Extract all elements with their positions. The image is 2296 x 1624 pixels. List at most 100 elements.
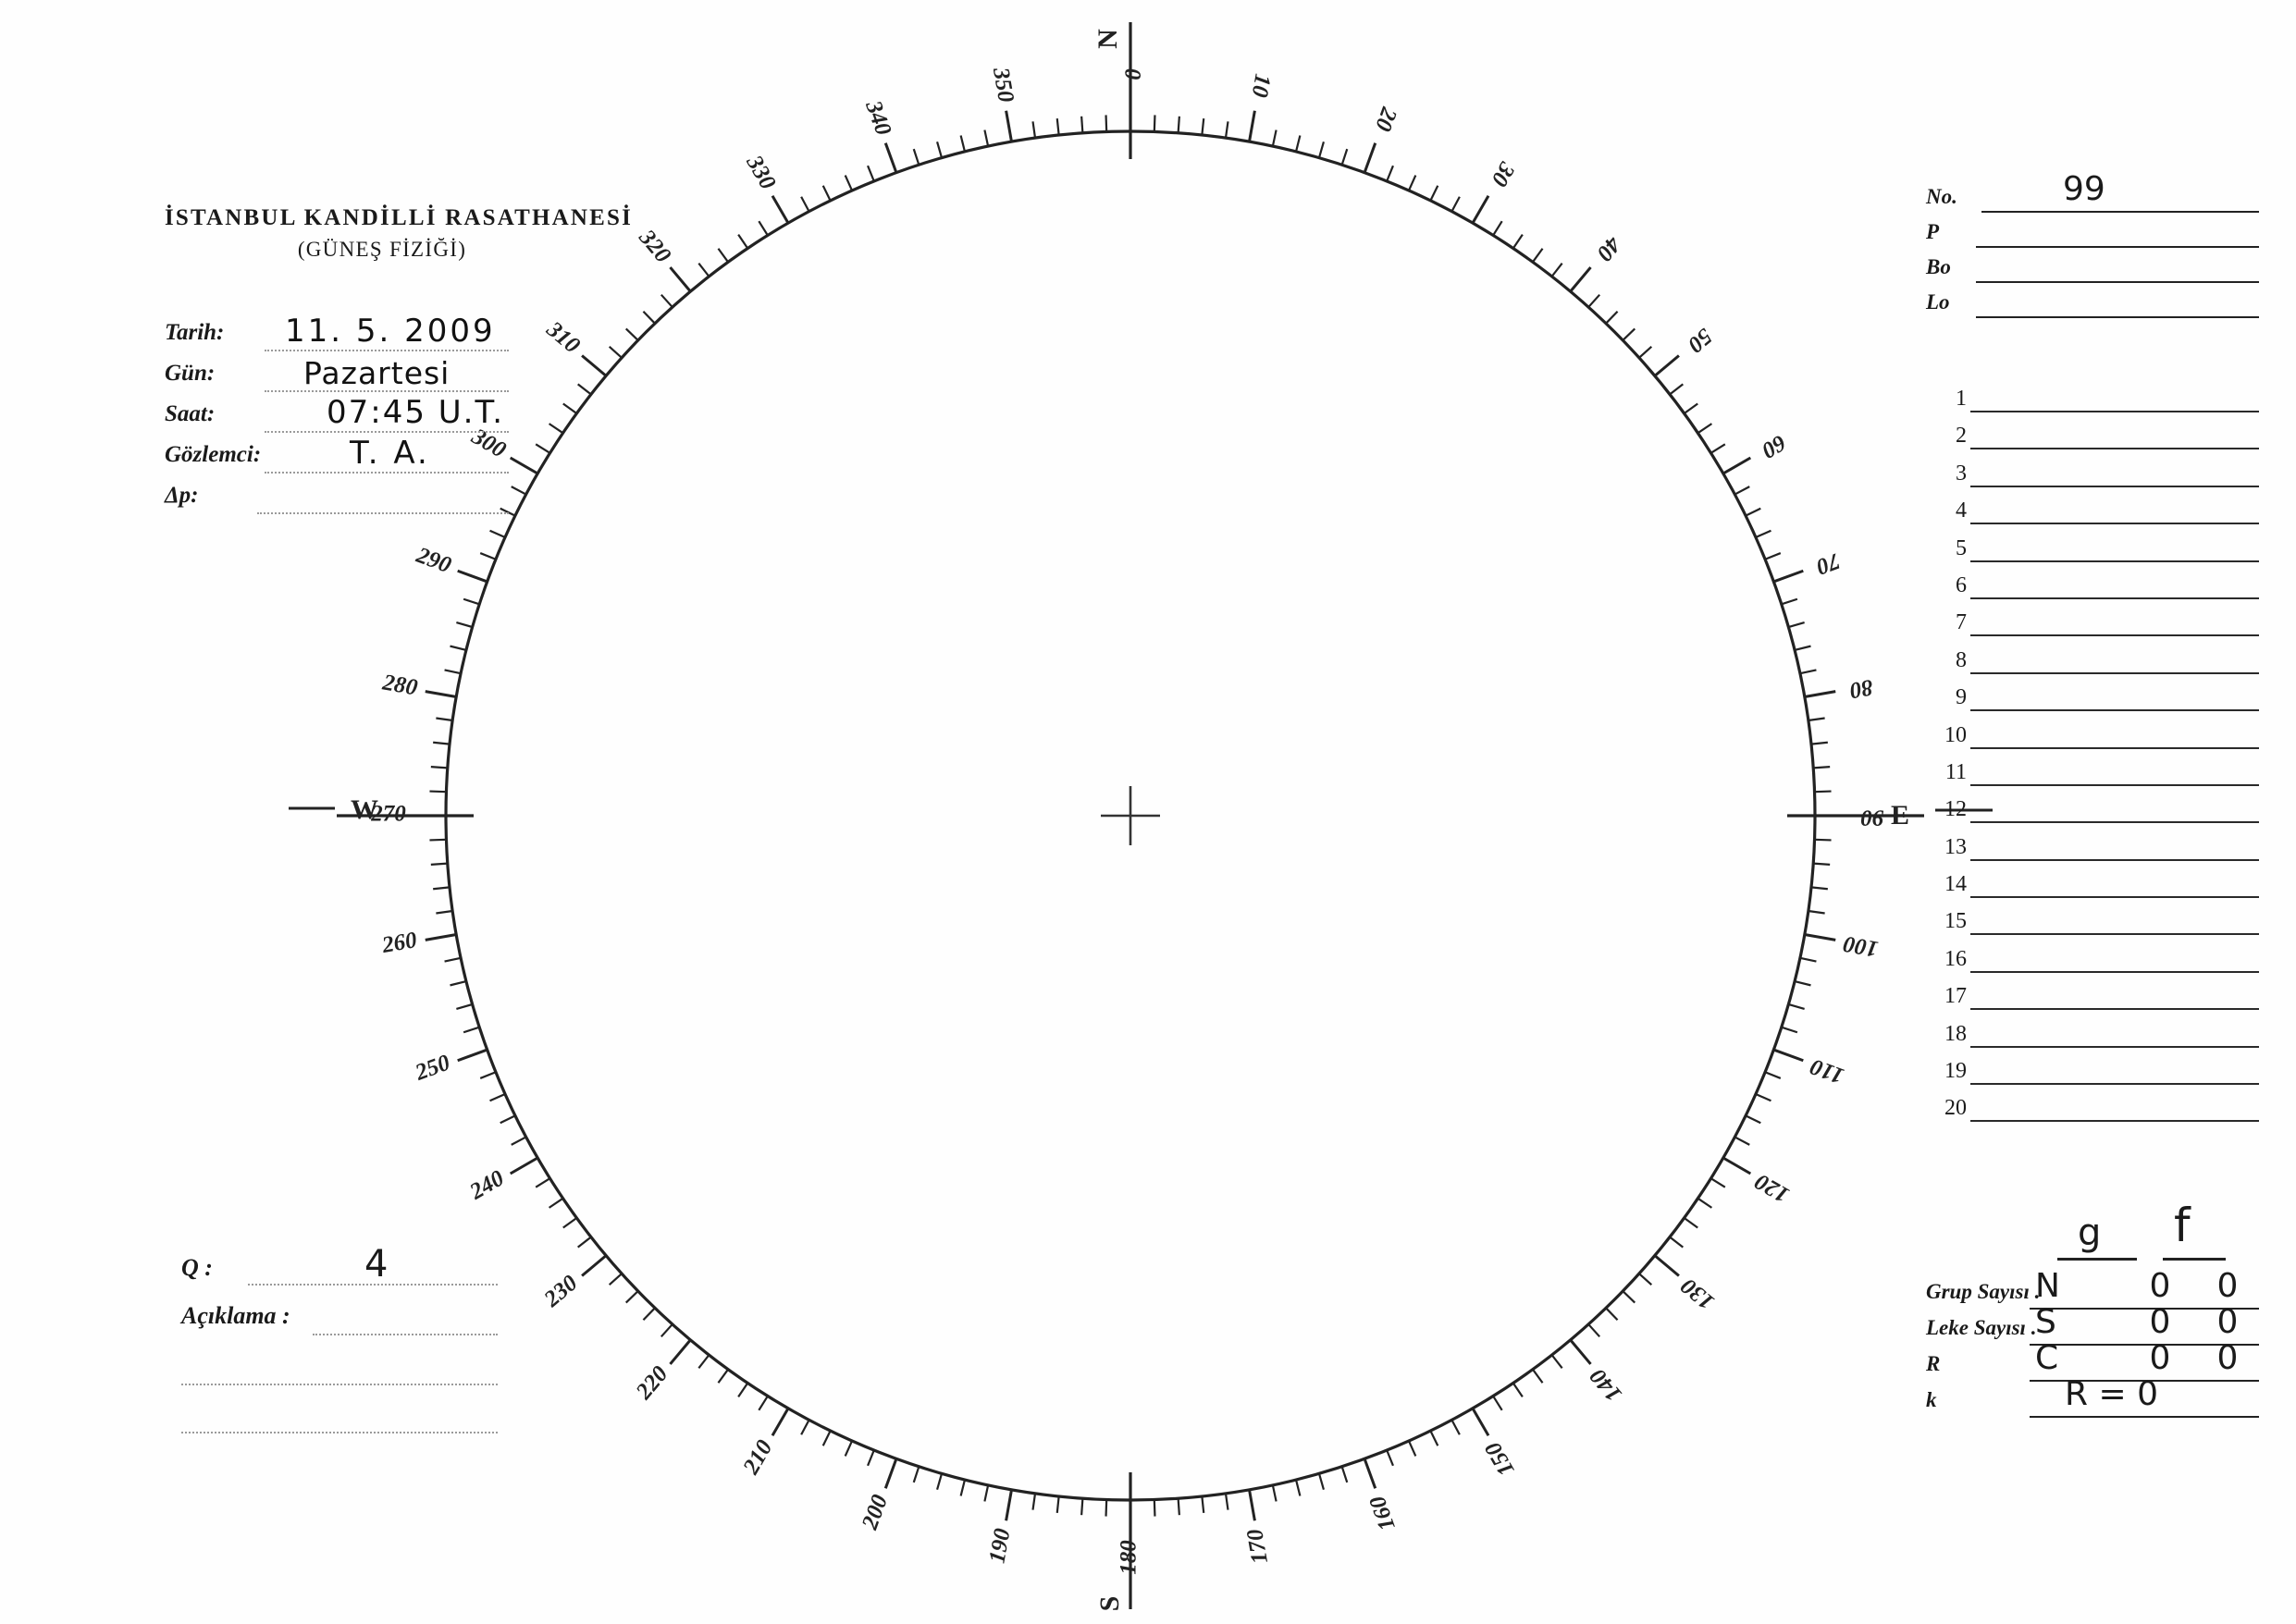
numbered-list-row[interactable]: 20	[1926, 1096, 2259, 1133]
count-row-r[interactable]: R C 0 0	[1926, 1339, 2259, 1386]
tick-minor	[758, 220, 769, 237]
field-row-saat[interactable]: Saat: 07:45 U.T.	[165, 394, 509, 437]
degree-label: 350	[988, 65, 1018, 105]
degree-label: 20	[1370, 104, 1401, 135]
numbered-list-row[interactable]: 15	[1926, 909, 2259, 946]
date-fields-group: Tarih: 11. 5. 2009 Gün: Pazartesi Saat: …	[165, 313, 509, 518]
rule-line	[1976, 246, 2259, 248]
cardinal-label-s: S	[1094, 1596, 1125, 1612]
count-row-grup-sayisi[interactable]: Grup Sayısı . N 0 0	[1926, 1267, 2259, 1314]
degree-label: 70	[1812, 547, 1843, 579]
numbered-list-row[interactable]: 1	[1926, 387, 2259, 424]
list-index-label: 5	[1956, 535, 1967, 560]
header-row-p[interactable]: P	[1926, 220, 2259, 255]
observatory-header: İSTANBUL KANDİLLİ RASATHANESİ (GÜNEŞ FİZ…	[165, 205, 631, 262]
numbered-list-row[interactable]: 8	[1926, 648, 2259, 685]
tick-minor	[1492, 1395, 1503, 1411]
dotted-rule	[181, 1384, 498, 1385]
tick-major	[771, 1408, 790, 1437]
value-gozlemci: T. A.	[350, 435, 430, 472]
tick-minor	[500, 1114, 516, 1125]
tick-minor	[1638, 345, 1653, 359]
tick-minor	[1550, 1354, 1563, 1369]
value-s-g: 0	[2149, 1303, 2171, 1341]
tick-minor	[444, 956, 462, 963]
label-gun: Gün:	[165, 361, 216, 386]
value-c-f: 0	[2216, 1339, 2239, 1377]
tick-minor	[1201, 1495, 1205, 1513]
numbered-list-row[interactable]: 17	[1926, 984, 2259, 1021]
tick-minor	[697, 1354, 710, 1369]
numbered-list-row[interactable]: 19	[1926, 1059, 2259, 1096]
count-row-leke-sayisi[interactable]: Leke Sayısı . S 0 0	[1926, 1303, 2259, 1350]
field-row-tarih[interactable]: Tarih: 11. 5. 2009	[165, 313, 509, 355]
numbered-list-row[interactable]: 3	[1926, 461, 2259, 498]
header-row-lo[interactable]: Lo	[1926, 290, 2259, 326]
header-row-bo[interactable]: Bo	[1926, 255, 2259, 290]
tick-major	[883, 1458, 898, 1489]
tick-minor	[1697, 423, 1713, 435]
tick-minor	[1340, 148, 1349, 166]
tick-minor	[1799, 669, 1817, 675]
tick-major	[1653, 1254, 1680, 1277]
degree-label: 40	[1591, 231, 1626, 266]
degree-label: 170	[1242, 1527, 1273, 1566]
list-index-label: 4	[1956, 498, 1967, 523]
tick-minor	[1808, 717, 1825, 722]
degree-label: 260	[379, 928, 419, 958]
field-row-gun[interactable]: Gün: Pazartesi	[165, 355, 509, 396]
value-leke-sayisi: S 0 0	[2035, 1303, 2255, 1341]
degree-label: 120	[1750, 1168, 1793, 1207]
numbered-list-row[interactable]: 10	[1926, 723, 2259, 760]
tick-minor	[1734, 1136, 1750, 1146]
tick-minor	[1224, 1493, 1229, 1510]
tick-minor	[844, 175, 854, 191]
numbered-list-row[interactable]: 5	[1926, 535, 2259, 573]
tick-major	[1363, 1458, 1377, 1489]
dotted-rule	[181, 1432, 498, 1433]
field-row-gozlemci[interactable]: Gözlemci: T. A.	[165, 435, 509, 477]
tick-minor	[1080, 1498, 1084, 1516]
tick-minor	[608, 345, 623, 359]
numbered-list-row[interactable]: 2	[1926, 424, 2259, 461]
tick-minor	[1745, 1114, 1761, 1125]
rule-line	[1970, 746, 2259, 749]
tick-major	[669, 266, 692, 293]
numbered-list-row[interactable]: 16	[1926, 947, 2259, 984]
tick-minor	[1224, 121, 1229, 139]
rule-line	[1970, 597, 2259, 599]
rule-line	[1970, 1045, 2259, 1048]
numbered-list-row[interactable]: 14	[1926, 872, 2259, 909]
degree-label: 240	[465, 1165, 509, 1205]
tick-minor	[1669, 1236, 1684, 1249]
header-row-no[interactable]: No. 99	[1926, 170, 2259, 220]
tick-minor	[737, 1382, 749, 1398]
numbered-list-row[interactable]: 11	[1926, 760, 2259, 797]
list-index-label: 12	[1944, 797, 1967, 822]
tick-major	[457, 1048, 488, 1063]
numbered-list-row[interactable]: 12	[1926, 797, 2259, 834]
tick-minor	[1550, 263, 1563, 277]
rule-line	[1981, 211, 2259, 213]
tick-minor	[1407, 1440, 1417, 1457]
numbered-list-row[interactable]: 13	[1926, 835, 2259, 872]
numbered-list-row[interactable]: 6	[1926, 573, 2259, 610]
tick-major	[669, 1338, 692, 1365]
tick-minor	[1808, 909, 1825, 915]
numbered-list-row[interactable]: 9	[1926, 685, 2259, 722]
numbered-list-row[interactable]: 18	[1926, 1022, 2259, 1059]
count-row-k[interactable]: k R = 0	[1926, 1375, 2259, 1422]
tick-minor	[1153, 1499, 1156, 1517]
degree-label: 180	[1117, 1540, 1142, 1575]
label-leke-sayisi: Leke Sayısı .	[1926, 1316, 2037, 1339]
tick-minor	[624, 327, 639, 341]
numbered-list-row[interactable]: 7	[1926, 610, 2259, 647]
numbered-list-row[interactable]: 4	[1926, 498, 2259, 535]
field-row-delta-p[interactable]: Δp:	[165, 477, 509, 518]
tick-major	[1722, 456, 1752, 475]
tick-minor	[1271, 129, 1278, 147]
degree-label: 200	[858, 1491, 894, 1533]
tick-minor	[1386, 1449, 1394, 1467]
tick-minor	[737, 233, 749, 250]
